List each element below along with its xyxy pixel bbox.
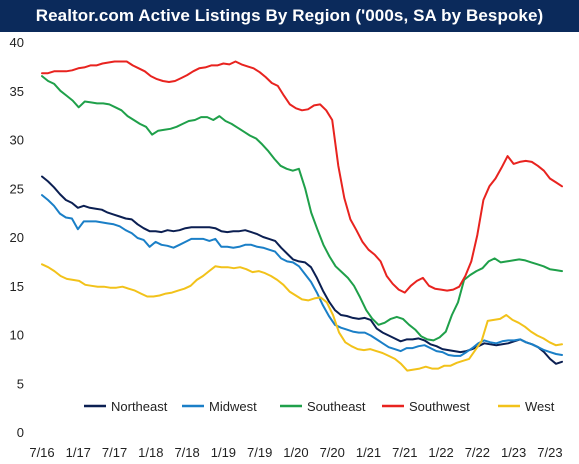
y-tick-label: 10 [10,328,24,343]
chart-title: Realtor.com Active Listings By Region ('… [0,0,579,32]
x-tick-label: 1/20 [283,445,308,460]
legend-item-southeast: Southeast [280,399,366,414]
x-tick-label: 1/18 [138,445,163,460]
x-tick-label: 1/21 [356,445,381,460]
axes: 0 5 10 15 20 25 30 35 40 7/16 1/17 7/17 1/18 7/18 1/19… [10,35,563,460]
series-line-northeast [41,175,563,365]
x-tick-label: 1/17 [66,445,91,460]
y-tick-label: 25 [10,181,24,196]
series-line-midwest [41,194,563,357]
x-tick-label: 7/21 [392,445,417,460]
y-tick-label: 20 [10,230,24,245]
legend-label: Midwest [209,399,257,414]
legend-label: Northeast [111,399,168,414]
legend-label: West [525,399,555,414]
y-tick-label: 30 [10,133,24,148]
x-tick-label: 1/23 [501,445,526,460]
y-tick-label: 15 [10,279,24,294]
legend-item-west: West [498,399,555,414]
x-tick-label: 1/22 [428,445,453,460]
y-tick-label: 35 [10,84,24,99]
legend-label: Southwest [409,399,470,414]
series-line-southeast [41,75,563,342]
legend: Northeast Midwest Southeast Southwest West [84,399,555,414]
x-tick-label: 7/20 [320,445,345,460]
series-line-southwest [41,60,563,294]
x-tick-label: 7/22 [465,445,490,460]
x-tick-label: 7/23 [537,445,562,460]
y-tick-label: 40 [10,35,24,50]
series-lines [41,60,563,372]
legend-item-northeast: Northeast [84,399,168,414]
x-tick-label: 7/17 [102,445,127,460]
series-line-west [41,263,563,372]
legend-item-midwest: Midwest [182,399,257,414]
x-tick-label: 1/19 [211,445,236,460]
legend-item-southwest: Southwest [382,399,470,414]
y-tick-label: 5 [17,376,24,391]
x-tick-label: 7/18 [174,445,199,460]
legend-label: Southeast [307,399,366,414]
x-tick-label: 7/19 [247,445,272,460]
x-tick-label: 7/16 [29,445,54,460]
y-tick-label: 0 [17,425,24,440]
